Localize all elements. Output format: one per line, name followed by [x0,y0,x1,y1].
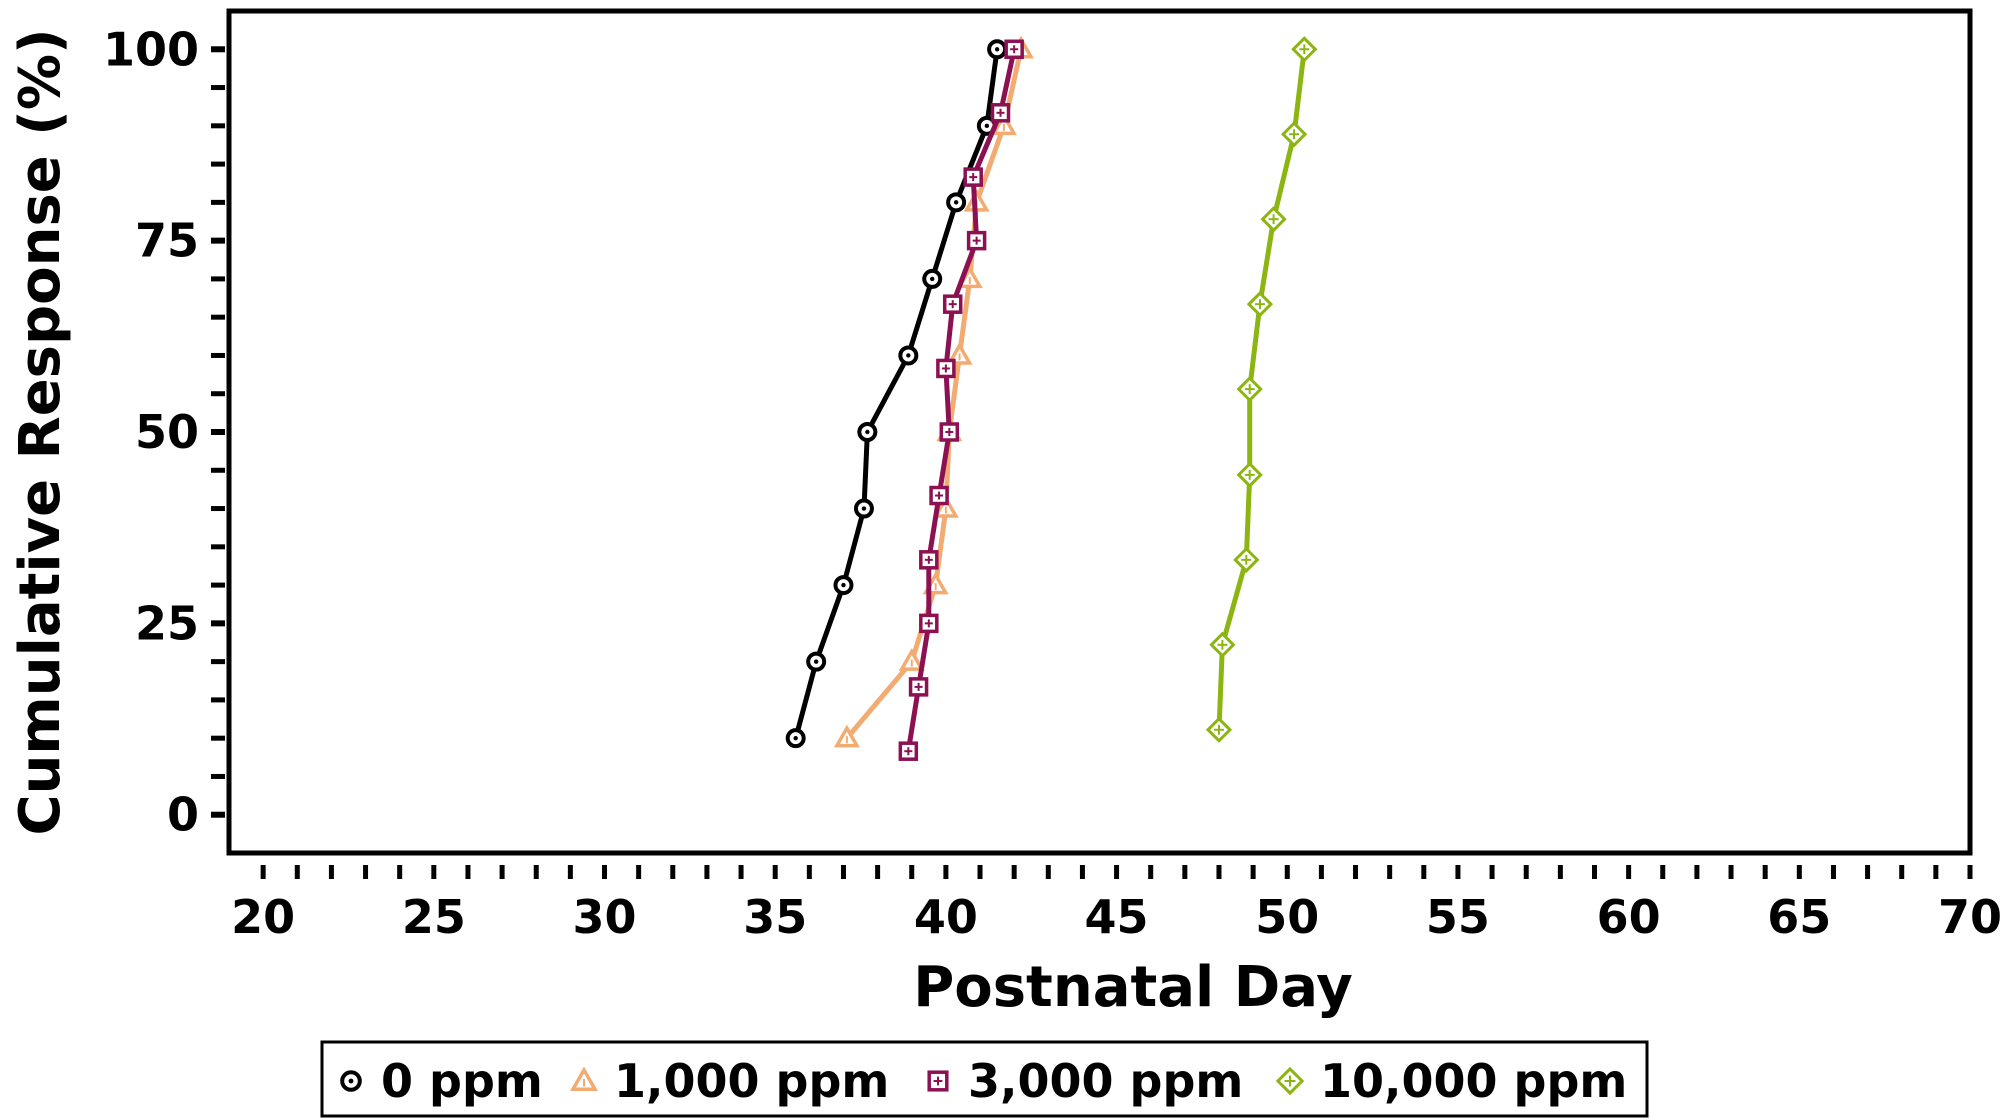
x-tick-label: 45 [1085,890,1149,944]
legend-label: 3,000 ppm [968,1054,1243,1108]
x-axis: 20 25 30 35 40 45 50 55 60 65 70 [231,865,2002,944]
legend-marker [569,1066,599,1091]
series-0-ppmppm [785,39,1008,749]
data-point [990,103,1011,123]
data-point [1246,291,1274,318]
data-point [1236,461,1263,488]
plot-frame [226,8,1973,856]
data-point [857,422,878,442]
data-point [919,613,939,634]
x-tick-label: 40 [914,890,978,944]
data-point [942,294,963,314]
legend-marker [340,1070,362,1092]
data-point [939,422,960,442]
data-point [990,112,1017,136]
x-tick-label: 30 [573,890,637,944]
data-point [833,724,860,748]
series-line [844,48,1024,740]
data-point [1004,39,1024,60]
series-layer [785,35,1318,761]
data-point [898,648,925,671]
data-point [922,268,943,289]
data-point [806,651,827,672]
legend-item: 0 ppm [340,1054,543,1108]
legend-label: 1,000 ppm [614,1054,889,1108]
data-point [963,167,983,187]
data-point [785,728,806,749]
y-axis-title: Cumulative Response (%) [8,28,73,835]
legend-item: 1,000 ppm [569,1054,889,1108]
data-point [946,341,973,365]
series-3-000-ppmppm [898,39,1024,761]
legend-item: 10,000 ppm [1275,1054,1627,1108]
y-tick-label: 0 [167,788,199,842]
data-point [1236,376,1263,403]
legend-label: 10,000 ppm [1320,1054,1627,1108]
data-point [1205,716,1233,743]
data-point [1260,206,1287,233]
series-line [905,48,1017,752]
y-axis: 0 25 50 75 100 [103,22,225,842]
data-point [1209,631,1236,658]
data-point [1291,36,1318,63]
x-tick-label: 55 [1426,890,1490,944]
x-tick-label: 60 [1597,890,1661,944]
data-point [987,39,1008,60]
data-point [936,358,956,379]
series-line [793,48,1000,739]
data-point [919,550,939,570]
y-tick-label: 25 [135,596,199,650]
data-point [946,192,967,213]
data-point [833,575,854,596]
y-tick-label: 50 [135,405,199,459]
legend: 0 ppm 1,000 ppm 3,000 ppm 10,000 ppm [320,1040,1649,1118]
data-point [908,677,929,697]
y-tick-label: 75 [135,214,199,268]
x-tick-label: 65 [1767,890,1831,944]
legend-box [320,1040,1649,1118]
data-point [898,345,919,366]
data-point [929,485,949,506]
legend-label: 0 ppm [381,1054,543,1108]
y-tick-label: 100 [103,22,199,76]
x-tick-label: 25 [402,890,466,944]
series-10-000-ppmppm [1205,36,1318,743]
x-tick-label: 35 [743,890,807,944]
series-1-000-ppmppm [833,35,1034,748]
data-point [932,495,959,518]
data-point [1233,546,1260,573]
x-tick-label: 70 [1938,890,2002,944]
data-point [1280,121,1308,148]
legend-item: 3,000 ppm [927,1054,1243,1108]
data-point [853,498,874,519]
data-point [966,230,987,251]
x-tick-label: 20 [231,890,295,944]
legend-marker [927,1070,949,1092]
data-point [898,741,919,761]
x-tick-label: 50 [1255,890,1319,944]
legend-marker [1275,1066,1305,1096]
x-axis-title: Postnatal Day [913,955,1353,1020]
